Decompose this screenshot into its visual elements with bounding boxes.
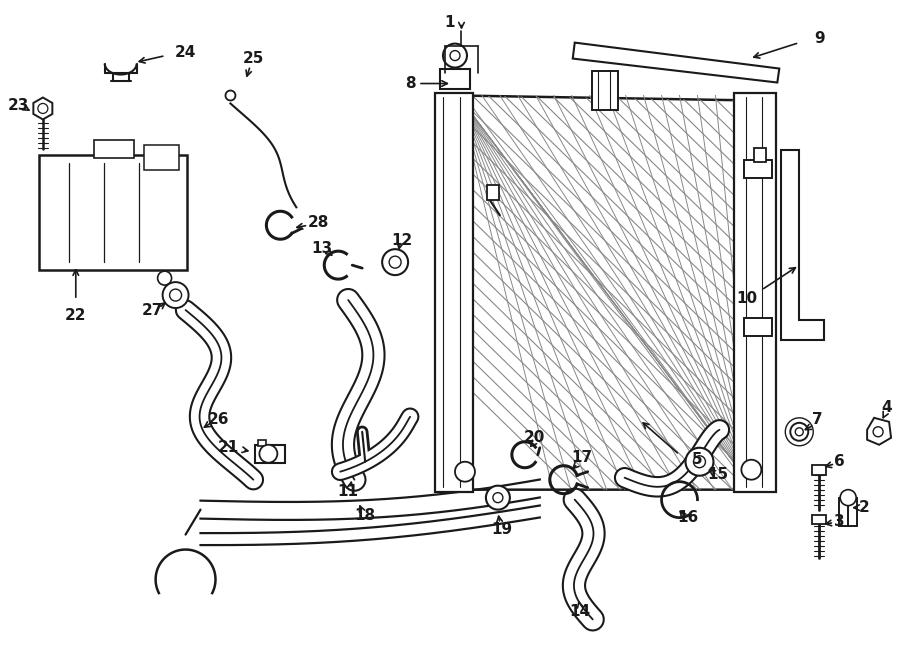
Polygon shape (33, 97, 52, 119)
Text: 18: 18 (355, 508, 375, 523)
Circle shape (873, 427, 883, 437)
Circle shape (486, 486, 510, 510)
Circle shape (742, 459, 761, 480)
Text: 6: 6 (833, 454, 844, 469)
Circle shape (226, 91, 236, 101)
Text: 21: 21 (218, 440, 239, 455)
Text: 26: 26 (208, 412, 230, 427)
Circle shape (389, 256, 401, 268)
Circle shape (841, 490, 856, 506)
Text: 7: 7 (812, 412, 823, 427)
Text: 17: 17 (572, 450, 592, 465)
Text: 13: 13 (311, 241, 333, 256)
Text: 9: 9 (814, 31, 824, 46)
Text: 28: 28 (308, 214, 329, 230)
Bar (812, 514, 826, 524)
Circle shape (443, 44, 467, 68)
Circle shape (158, 271, 172, 285)
Bar (440, 69, 470, 89)
Circle shape (450, 50, 460, 60)
Circle shape (790, 423, 808, 441)
Text: 8: 8 (405, 76, 416, 91)
Bar (744, 318, 772, 336)
Text: 2: 2 (859, 500, 869, 515)
Bar (734, 93, 777, 492)
Circle shape (796, 428, 804, 436)
Polygon shape (867, 418, 891, 445)
Bar (812, 465, 826, 475)
Circle shape (259, 445, 277, 463)
Text: 22: 22 (65, 308, 86, 322)
Text: 14: 14 (569, 604, 590, 619)
Bar (435, 93, 473, 492)
Text: 10: 10 (737, 291, 758, 306)
Text: 11: 11 (338, 484, 359, 499)
Circle shape (169, 289, 182, 301)
Bar (487, 185, 499, 201)
Polygon shape (458, 95, 754, 490)
Polygon shape (591, 71, 617, 111)
Text: 23: 23 (8, 98, 30, 113)
Text: 24: 24 (175, 45, 196, 60)
Text: 20: 20 (524, 430, 545, 446)
Circle shape (38, 103, 48, 113)
Circle shape (686, 448, 714, 476)
Text: 4: 4 (882, 401, 893, 415)
Circle shape (786, 418, 814, 446)
Polygon shape (781, 150, 824, 340)
Text: 27: 27 (142, 303, 163, 318)
Bar (39, 156, 186, 270)
Text: 15: 15 (706, 467, 728, 482)
Circle shape (493, 493, 503, 502)
Circle shape (455, 461, 475, 482)
Circle shape (163, 282, 188, 308)
Text: 16: 16 (677, 510, 698, 525)
Text: 1: 1 (445, 15, 455, 30)
Circle shape (382, 249, 408, 275)
Bar (839, 498, 857, 526)
Text: 3: 3 (834, 514, 844, 529)
Text: 5: 5 (692, 452, 703, 467)
Circle shape (694, 455, 706, 468)
Bar (94, 140, 134, 158)
Text: 19: 19 (491, 522, 512, 537)
Bar (144, 146, 178, 170)
Bar (258, 440, 266, 446)
Bar (754, 148, 766, 162)
Bar (744, 160, 772, 178)
Polygon shape (572, 42, 779, 83)
Text: 12: 12 (392, 232, 413, 248)
Text: 25: 25 (243, 51, 264, 66)
Bar (256, 445, 285, 463)
